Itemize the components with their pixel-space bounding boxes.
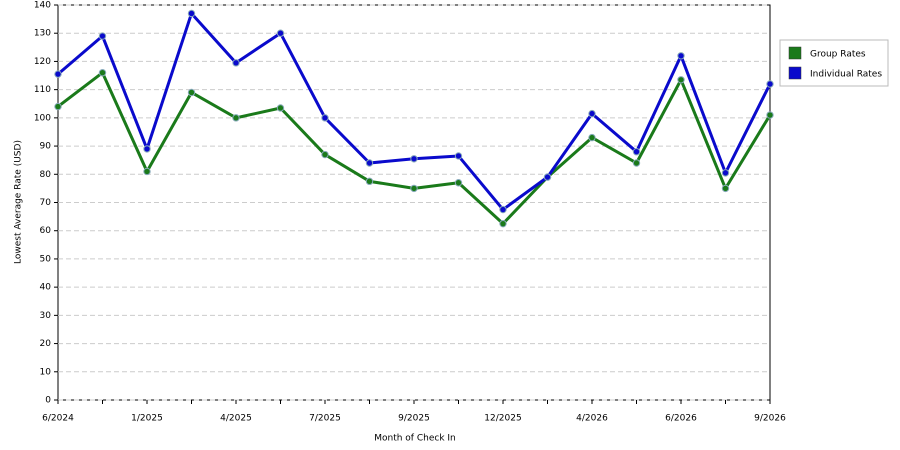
data-point xyxy=(276,29,285,37)
data-point xyxy=(98,32,107,40)
data-point xyxy=(632,159,641,167)
y-tick-label: 90 xyxy=(40,142,52,152)
x-tick-label: 9/2026 xyxy=(754,414,786,424)
y-tick-label: 60 xyxy=(40,226,52,236)
legend-swatch xyxy=(788,66,802,80)
y-tick-label: 0 xyxy=(45,396,51,406)
data-point xyxy=(454,152,463,160)
x-tick-label: 12/2025 xyxy=(484,414,521,424)
data-point xyxy=(54,102,62,111)
y-tick-label: 40 xyxy=(40,283,52,293)
data-point xyxy=(499,219,507,228)
data-point xyxy=(276,104,285,112)
y-tick-label: 80 xyxy=(40,170,52,180)
data-point xyxy=(98,69,107,77)
data-point xyxy=(454,179,463,187)
data-point xyxy=(677,52,685,60)
x-tick-label: 9/2025 xyxy=(398,414,430,424)
data-point xyxy=(588,133,596,142)
data-point xyxy=(187,88,196,97)
data-point xyxy=(499,205,507,214)
data-point xyxy=(321,150,329,159)
legend-label: Individual Rates xyxy=(810,70,882,80)
data-point xyxy=(721,184,730,193)
data-point xyxy=(365,177,374,186)
y-tick-label: 20 xyxy=(40,339,52,349)
y-tick-label: 110 xyxy=(34,85,51,95)
data-point xyxy=(410,184,418,193)
legend-label: Group Rates xyxy=(810,50,866,60)
x-tick-label: 4/2026 xyxy=(576,414,608,424)
data-point xyxy=(54,70,62,78)
data-point xyxy=(410,155,418,163)
data-point xyxy=(677,76,685,84)
x-tick-label: 4/2025 xyxy=(220,414,252,424)
x-tick-label: 7/2025 xyxy=(309,414,341,424)
x-tick-label: 1/2025 xyxy=(131,414,163,424)
y-tick-label: 120 xyxy=(34,57,51,67)
x-tick-label: 6/2024 xyxy=(42,414,74,424)
y-tick-label: 50 xyxy=(40,254,52,264)
data-point xyxy=(232,114,240,122)
y-tick-label: 140 xyxy=(34,1,51,11)
y-tick-label: 100 xyxy=(34,113,51,123)
data-point xyxy=(321,114,329,122)
y-tick-label: 30 xyxy=(40,311,52,321)
data-point xyxy=(187,9,196,18)
legend-swatch xyxy=(788,46,802,60)
x-tick-label: 6/2026 xyxy=(665,414,697,424)
data-point xyxy=(543,173,552,181)
data-point xyxy=(588,109,596,118)
data-point xyxy=(721,169,730,177)
data-point xyxy=(766,111,774,119)
data-point xyxy=(143,145,151,153)
x-axis-title: Month of Check In xyxy=(374,434,456,444)
data-point xyxy=(632,148,641,156)
y-axis-title: Lowest Average Rate (USD) xyxy=(14,140,24,264)
data-point xyxy=(143,167,151,176)
y-tick-label: 10 xyxy=(40,367,52,377)
data-point xyxy=(232,59,240,67)
data-point xyxy=(365,159,374,167)
y-tick-label: 130 xyxy=(34,29,51,39)
y-tick-label: 70 xyxy=(40,198,52,208)
data-point xyxy=(766,80,774,88)
